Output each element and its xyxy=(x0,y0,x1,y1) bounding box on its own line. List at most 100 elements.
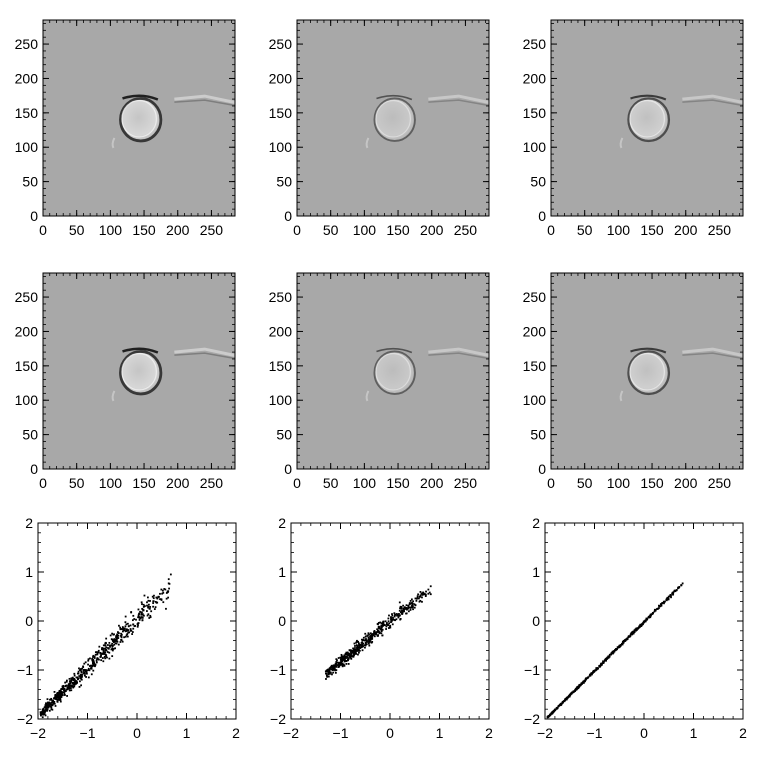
scatter-point xyxy=(147,606,149,609)
scatter-point xyxy=(558,704,561,707)
scatter-point xyxy=(388,622,391,625)
scatter-point xyxy=(660,604,663,607)
scatter-point xyxy=(644,620,647,622)
scatter-point xyxy=(110,644,113,647)
scatter-point xyxy=(407,604,410,607)
scatter-point xyxy=(616,646,619,649)
scatter-point xyxy=(614,649,617,652)
scatter-point xyxy=(108,651,111,654)
scatter-point xyxy=(166,591,169,594)
scatter-point xyxy=(104,651,107,654)
scatter-point xyxy=(49,705,52,708)
scatter-point xyxy=(336,661,339,664)
scatter-point xyxy=(67,684,70,687)
scatter-point xyxy=(424,593,426,595)
scatter-point xyxy=(343,655,345,658)
scatter-point xyxy=(397,614,400,617)
scatter-point xyxy=(111,649,114,652)
x-tick-label: 0 xyxy=(133,725,141,741)
y-tick-label: 1 xyxy=(25,564,33,580)
scatter-point xyxy=(355,644,358,647)
scatter-point xyxy=(353,650,356,652)
scatter-point xyxy=(161,589,164,592)
scatter-point xyxy=(105,637,108,640)
scatter-point xyxy=(94,653,97,656)
scatter-point xyxy=(41,716,44,719)
scatter-point xyxy=(91,659,94,662)
plot-frame xyxy=(42,272,236,470)
y-tick-label: 250 xyxy=(15,36,39,52)
scatter-point xyxy=(155,601,158,604)
scatter-point xyxy=(98,645,101,648)
scatter-point xyxy=(610,652,613,655)
scatter-point xyxy=(422,593,425,596)
scatter-point xyxy=(360,646,363,649)
scatter-point xyxy=(645,617,648,620)
sunspot-disk xyxy=(374,351,415,394)
scatter-point xyxy=(399,618,402,620)
scatter-point xyxy=(353,648,355,651)
scatter-point xyxy=(130,611,133,613)
scatter-point xyxy=(75,682,78,685)
scatter-point xyxy=(126,633,129,635)
scatter-point xyxy=(602,662,605,664)
scatter-point xyxy=(94,651,97,654)
scatter-point xyxy=(59,696,62,699)
sunspot-ring-dark xyxy=(373,97,416,142)
scatter-point xyxy=(104,657,107,660)
x-tick-label: −1 xyxy=(333,725,349,741)
scatter-point xyxy=(351,651,354,654)
scatter-point xyxy=(621,642,623,645)
scatter-point xyxy=(79,669,82,672)
scatter-point xyxy=(131,619,134,622)
y-tick-label: 100 xyxy=(269,392,293,408)
scatter-point xyxy=(407,610,410,613)
scatter-point xyxy=(149,616,152,619)
scatter-point xyxy=(332,671,335,674)
scatter-point xyxy=(89,657,91,660)
scatter-point xyxy=(161,592,164,595)
scatter-point xyxy=(407,606,410,609)
scatter-point xyxy=(345,653,348,656)
scatter-point xyxy=(675,589,678,592)
y-tick-label: 200 xyxy=(269,323,293,339)
scatter-point xyxy=(58,691,60,694)
y-tick-label: 100 xyxy=(15,139,39,155)
scatter-point xyxy=(583,681,585,684)
scatter-point xyxy=(391,613,393,615)
scatter-point xyxy=(58,695,61,698)
panel-row2-col2: 0 50 100 150 200 250 0 50 100 150 200 250 xyxy=(269,272,490,491)
scatter-point xyxy=(351,649,354,652)
scatter-point xyxy=(326,668,329,671)
scatter-point xyxy=(122,627,125,630)
scatter-point xyxy=(73,677,76,680)
scatter-point xyxy=(56,700,59,702)
scatter-point xyxy=(380,632,383,635)
x-tick-label: 2 xyxy=(485,725,493,741)
scatter-point xyxy=(401,609,403,612)
scatter-point xyxy=(147,613,150,616)
scatter-point xyxy=(402,604,405,607)
scatter-point xyxy=(630,632,632,635)
scatter-point xyxy=(108,641,111,644)
scatter-point xyxy=(87,663,89,666)
scatter-point xyxy=(57,693,60,696)
scatter-point xyxy=(152,600,155,603)
scatter-point xyxy=(651,612,654,614)
sunspot-tail xyxy=(111,137,116,149)
scatter-point xyxy=(92,656,94,658)
y-tick-label: 1 xyxy=(278,564,286,580)
scatter-point xyxy=(622,642,624,644)
scatter-point xyxy=(553,709,556,712)
scatter-point xyxy=(667,597,670,599)
scatter-point xyxy=(87,676,90,679)
scatter-point xyxy=(680,584,683,587)
y-tick-label: 2 xyxy=(278,515,286,531)
streak-dark xyxy=(428,352,490,360)
scatter-point xyxy=(71,684,73,687)
sunspot-ring-dark xyxy=(627,350,671,396)
scatter-point xyxy=(95,661,98,664)
y-tick-label: 0 xyxy=(284,208,292,224)
scatter-point xyxy=(373,632,376,635)
scatter-point xyxy=(85,672,88,675)
